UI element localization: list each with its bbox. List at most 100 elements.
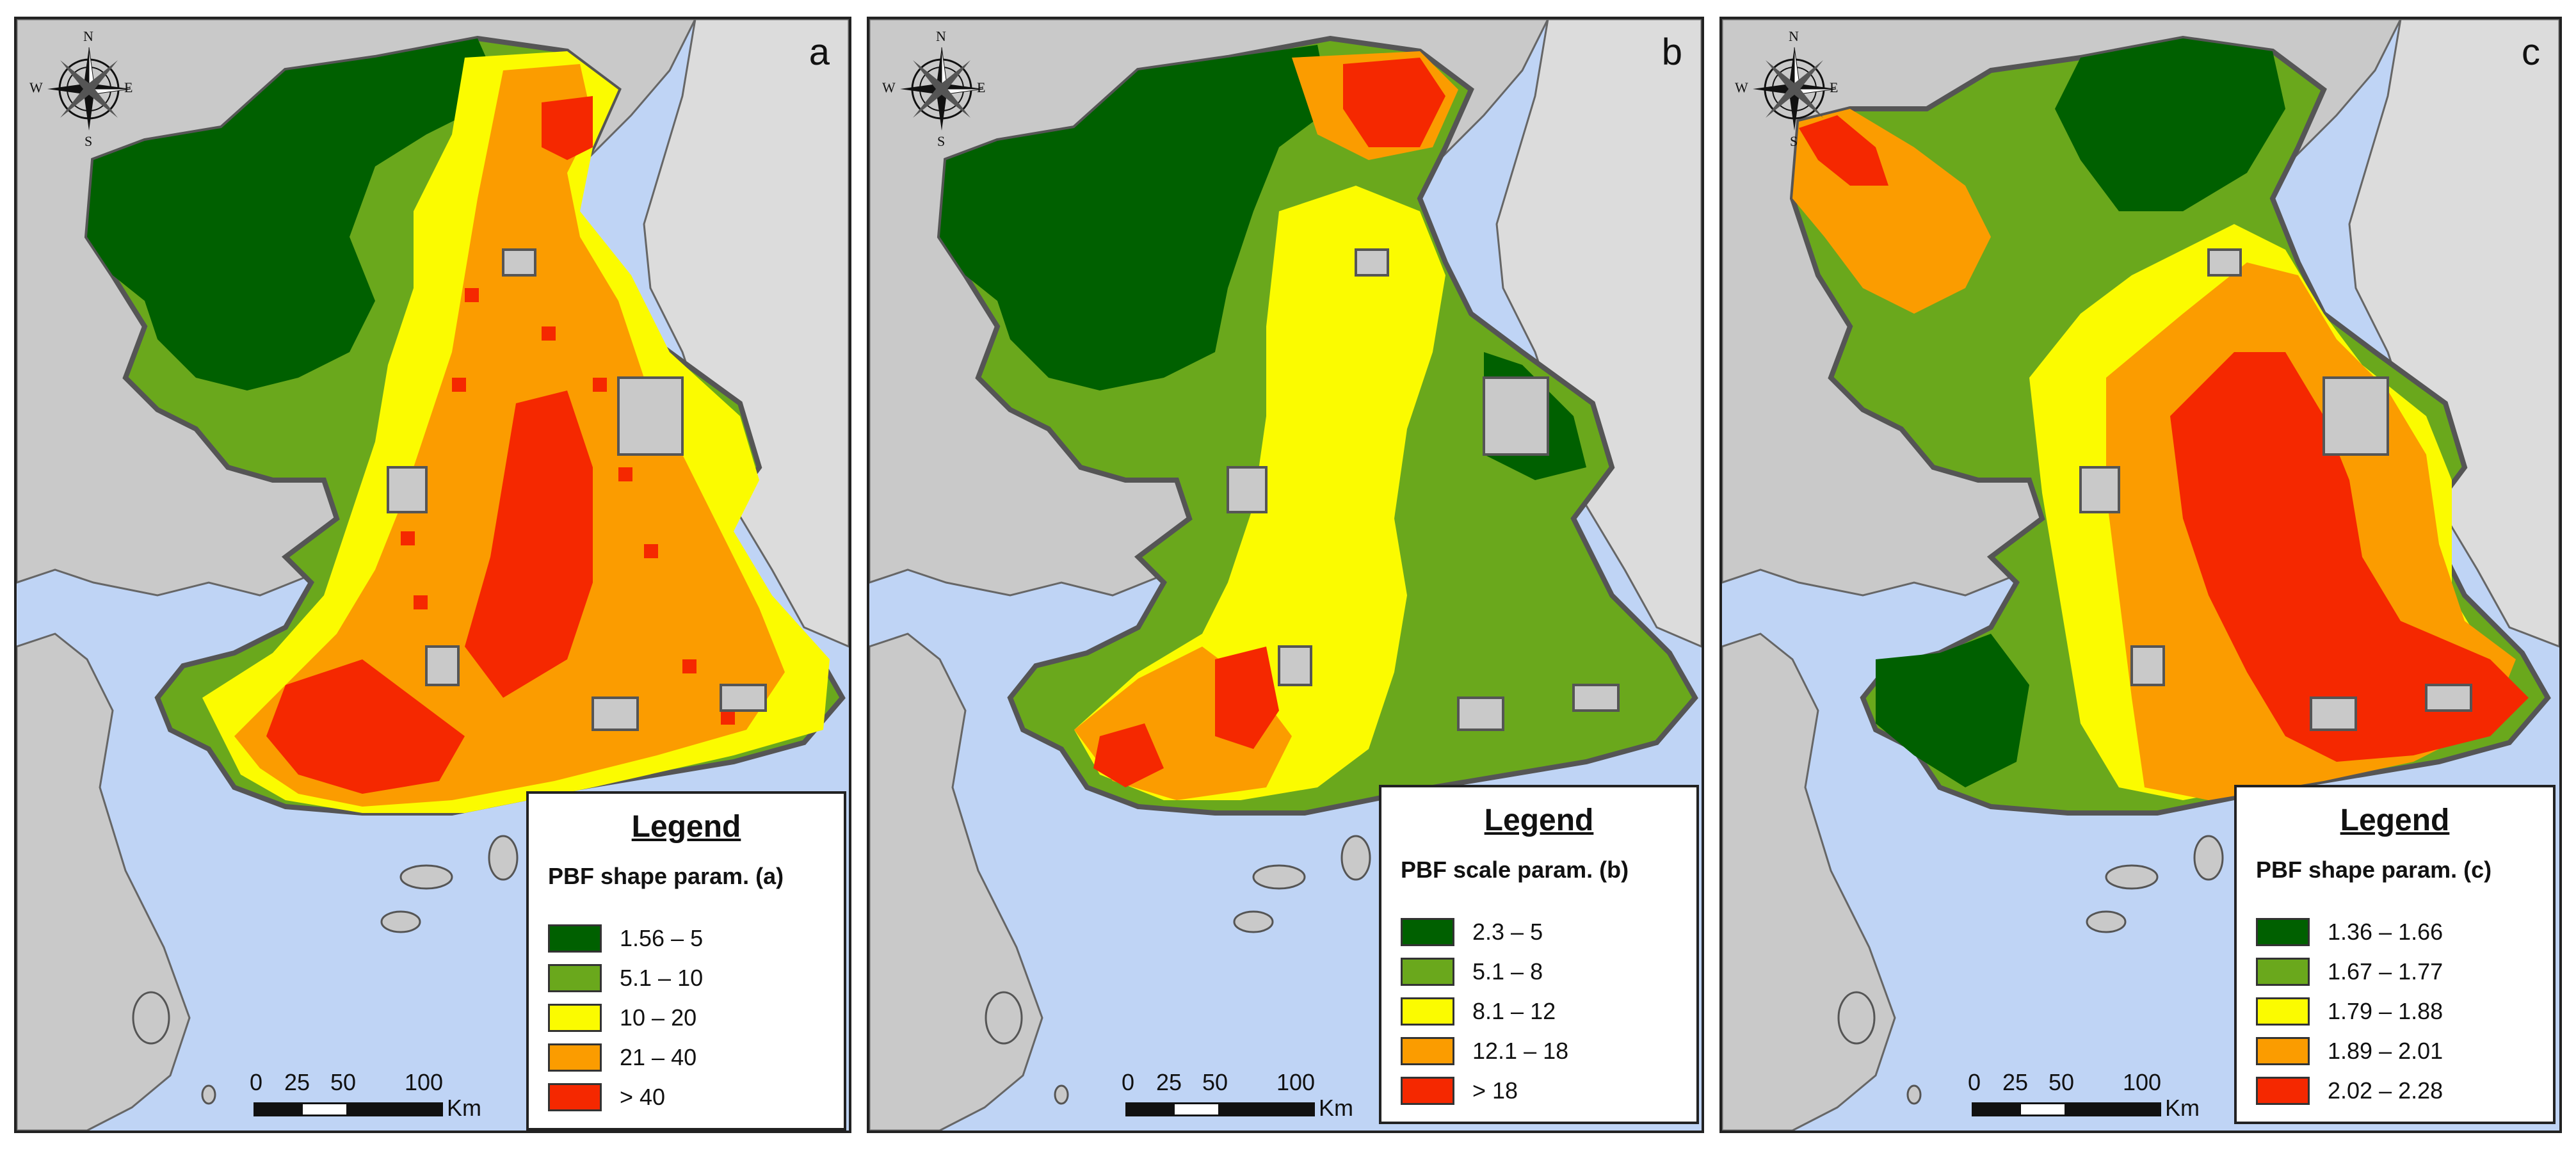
zone-dark-green <box>940 45 1330 390</box>
compass-s: S <box>937 133 946 149</box>
legend-item-label: 8.1 – 12 <box>1472 998 1556 1024</box>
legend-item: 1.67 – 1.77 <box>2256 958 2538 991</box>
compass-e: E <box>977 79 986 95</box>
legend-item-label: 21 – 40 <box>620 1044 697 1070</box>
legend-swatch <box>548 1043 602 1072</box>
island <box>985 991 1023 1045</box>
legend-item: > 40 <box>548 1083 830 1116</box>
scale-label: 25 <box>284 1069 310 1095</box>
legend-swatch <box>548 1004 602 1032</box>
legend-swatch <box>548 1083 602 1111</box>
zone-red <box>2170 352 2529 762</box>
compass-s: S <box>1790 133 1798 149</box>
legend-item: 2.02 – 2.28 <box>2256 1077 2538 1110</box>
legend-swatch <box>2256 1037 2310 1065</box>
legend-item-label: > 18 <box>1472 1077 1518 1104</box>
scale-label: 100 <box>405 1069 444 1095</box>
island <box>1340 835 1371 881</box>
scale-label: 25 <box>2002 1069 2029 1095</box>
compass-n: N <box>83 28 93 44</box>
compass-e: E <box>124 79 133 95</box>
legend-swatch <box>548 964 602 992</box>
island <box>132 991 170 1045</box>
island <box>1233 910 1274 933</box>
scale-segment <box>2019 1102 2066 1116</box>
compass-w: W <box>1735 79 1748 95</box>
legend-item: 21 – 40 <box>548 1043 830 1077</box>
legend-swatch <box>2256 918 2310 946</box>
legend-item-label: 5.1 – 8 <box>1472 958 1543 985</box>
legend-item: 10 – 20 <box>548 1004 830 1037</box>
legend-swatch <box>1401 1037 1454 1065</box>
scale-segment <box>2066 1102 2161 1116</box>
legend-swatch <box>2256 958 2310 986</box>
scale-label: 0 <box>1122 1069 1135 1095</box>
map-c <box>1722 19 2559 1131</box>
legend-swatch <box>1401 958 1454 986</box>
zone-dark-green <box>1876 634 2029 787</box>
legend-item-label: 2.02 – 2.28 <box>2328 1077 2443 1104</box>
compass-w: W <box>29 79 43 95</box>
scale-label: 100 <box>2123 1069 2162 1095</box>
legend-item: 8.1 – 12 <box>1401 997 1682 1031</box>
legend-item: > 18 <box>1401 1077 1682 1110</box>
map-panel-b: N S E W b Legend PBF scale param. (b) 2.… <box>867 17 1704 1133</box>
compass-rose-icon <box>47 47 131 131</box>
scale-unit: Km <box>1319 1095 1353 1121</box>
scale-bar: 0 25 50 100 Km <box>250 1069 484 1127</box>
scale-segment <box>1173 1102 1220 1116</box>
legend-item: 1.79 – 1.88 <box>2256 997 2538 1031</box>
island <box>1906 1084 1922 1105</box>
legend-item-label: > 40 <box>620 1084 666 1110</box>
legend-item-label: 1.36 – 1.66 <box>2328 919 2443 945</box>
island <box>1837 991 1876 1045</box>
scale-segment <box>254 1102 301 1116</box>
compass-n: N <box>1789 28 1799 44</box>
legend-item: 1.36 – 1.66 <box>2256 918 2538 951</box>
legend-item-label: 1.79 – 1.88 <box>2328 998 2443 1024</box>
north-arrow-compass: N S E W <box>1734 28 1855 150</box>
scale-label: 50 <box>2049 1069 2075 1095</box>
scale-label: 0 <box>250 1069 263 1095</box>
legend-item-label: 1.67 – 1.77 <box>2328 958 2443 985</box>
legend-swatch <box>2256 997 2310 1026</box>
island <box>488 835 519 881</box>
north-arrow-compass: N S E W <box>881 28 1002 150</box>
zone-orange <box>234 64 785 807</box>
island <box>399 864 453 890</box>
legend-item: 1.89 – 2.01 <box>2256 1037 2538 1070</box>
legend-box: Legend PBF shape param. (c) 1.36 – 1.66 … <box>2234 785 2556 1124</box>
legend-swatch <box>1401 918 1454 946</box>
scale-unit: Km <box>2165 1095 2200 1121</box>
scale-label: 100 <box>1276 1069 1316 1095</box>
island <box>201 1084 216 1105</box>
legend-item-label: 5.1 – 10 <box>620 965 704 991</box>
island <box>2086 910 2127 933</box>
map-panel-a: N S E W a Legend PBF shape param. (a) 1.… <box>14 17 851 1133</box>
legend-item-label: 2.3 – 5 <box>1472 919 1543 945</box>
panel-letter: c <box>2522 31 2540 73</box>
zone-red <box>1343 58 1445 147</box>
scale-segment <box>1972 1102 2019 1116</box>
legend-title: Legend <box>1484 803 1594 837</box>
holes <box>2079 248 2472 731</box>
map-a <box>17 19 849 1131</box>
island <box>2193 835 2224 881</box>
legend-item-label: 1.56 – 5 <box>620 925 704 951</box>
zone-dark-green <box>87 38 503 390</box>
map-b <box>869 19 1702 1131</box>
compass-rose-icon <box>1753 47 1837 131</box>
legend-subtitle: PBF shape param. (c) <box>2256 857 2492 883</box>
island <box>2105 864 2159 890</box>
legend-title: Legend <box>2340 803 2450 837</box>
island <box>1054 1084 1069 1105</box>
zone-red <box>542 96 593 160</box>
legend-item-label: 12.1 – 18 <box>1472 1038 1569 1064</box>
island <box>380 910 421 933</box>
legend-item-label: 1.89 – 2.01 <box>2328 1038 2443 1064</box>
scale-label: 25 <box>1156 1069 1182 1095</box>
scale-bar: 0 25 50 100 Km <box>1122 1069 1356 1127</box>
zone-red <box>465 390 593 698</box>
legend-item-label: 10 – 20 <box>620 1004 697 1031</box>
panel-letter: a <box>809 31 830 73</box>
